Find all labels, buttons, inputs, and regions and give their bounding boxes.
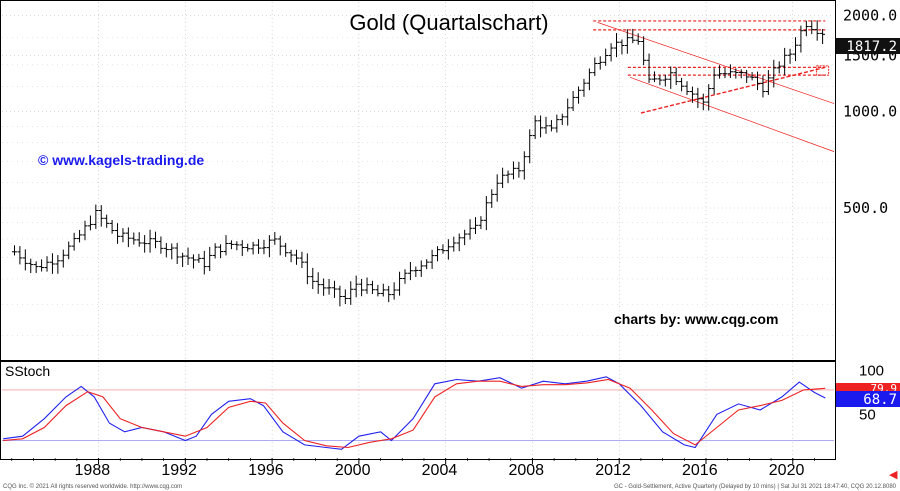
x-tick-label: 2008 [508,462,544,479]
current-price-label: 1817.2 [846,39,897,55]
grid-layer [2,2,834,458]
channel-line [629,76,835,152]
stochastic-layer [2,376,834,450]
chart-title: Gold (Quartalschart) [349,10,548,35]
support-trendline [640,66,826,114]
watermark-right: charts by: www.cqg.com [614,311,778,327]
ohlc-bars-layer [11,20,826,307]
x-tick-label: 1996 [248,462,284,479]
scroll-left-icon[interactable]: ◀ [889,469,898,481]
main-panel-frame [0,0,836,361]
x-tick-label: 1988 [75,462,111,479]
y-tick-label: 1000.0 [843,103,897,121]
stoch-d-line [3,378,826,449]
x-tick-label: 2004 [422,462,458,479]
zone-box [816,65,830,76]
stoch-value-badge [836,391,900,407]
x-tick-label: 2020 [769,462,805,479]
axes-layer: 1988 1992 1996 2000 2004 2008 2012 2016 2020 2000… [11,6,897,479]
stoch-y-tick-label: 50 [859,406,876,423]
annotation-layer [593,20,835,152]
stoch-k-line [3,376,826,450]
stoch-panel-frame [0,361,836,460]
watermark-left: © www.kagels-trading.de [38,152,204,168]
current-price-badge [836,38,900,54]
stoch-y-tick-label: 100 [859,363,884,380]
stoch-value-label: 68.7 [863,392,897,408]
stoch-value-badge-red [836,383,900,393]
footer-right: GC - Gold-Settlement, Active Quarterly (… [614,484,897,490]
footer-left: CQG Inc. © 2021 All rights reserved worl… [3,483,182,490]
x-tick-label: 1992 [161,462,197,479]
x-tick-label: 2012 [595,462,631,479]
y-tick-label: 2000.0 [843,6,897,24]
stoch-title: SStoch [5,363,50,379]
x-tick-label: 2016 [682,462,718,479]
channel-line [597,22,835,104]
x-tick-label: 2000 [335,462,371,479]
y-tick-label: 500.0 [843,199,888,217]
